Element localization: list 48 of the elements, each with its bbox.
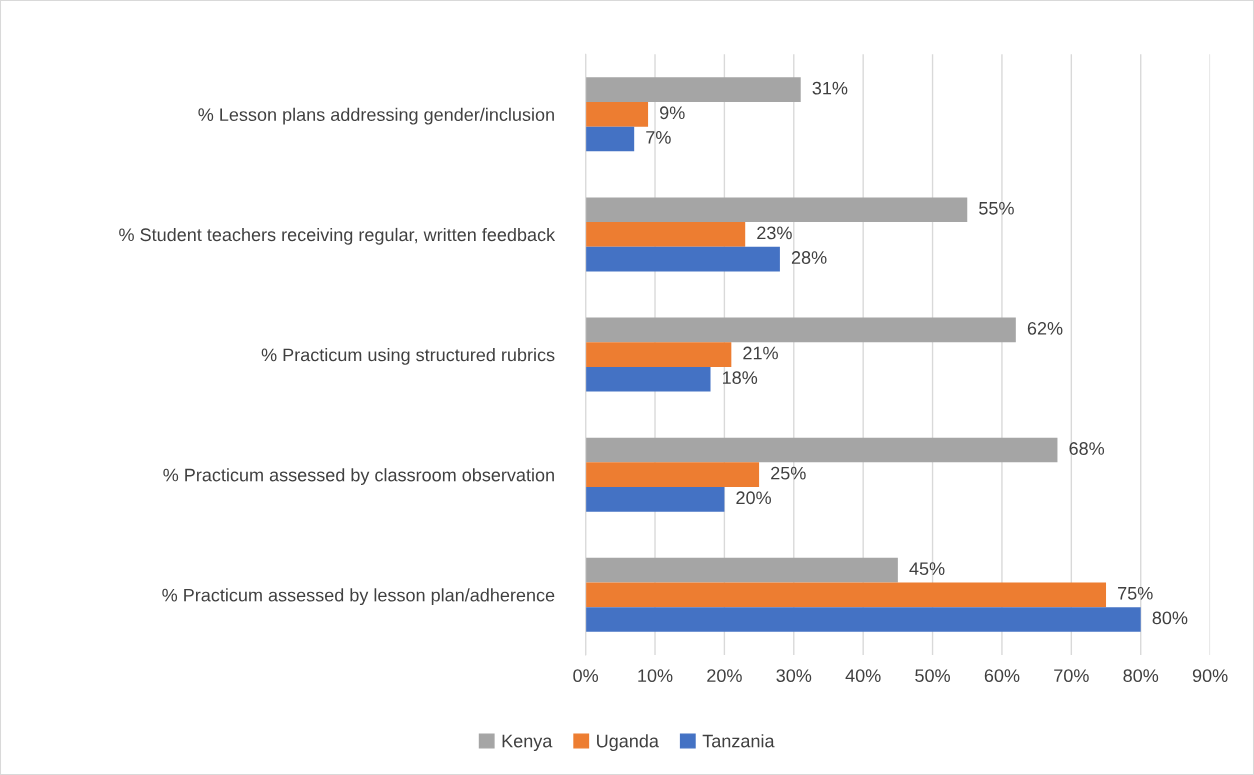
y-tick-label: % Practicum assessed by classroom observation: [163, 468, 554, 485]
x-tick-label: 80%: [1123, 669, 1159, 683]
data-label: 21%: [743, 346, 778, 360]
bar: [585, 197, 968, 223]
x-tick-label: 60%: [984, 669, 1020, 683]
data-label: 62%: [1027, 322, 1063, 335]
legend-label: Uganda: [597, 734, 659, 751]
y-tick-label: % Practicum using structured rubrics: [261, 348, 555, 365]
data-label: 80%: [1152, 611, 1188, 625]
x-tick-label: 50%: [915, 669, 950, 683]
x-tick-label: 70%: [1054, 669, 1089, 683]
data-label: 75%: [1118, 586, 1153, 600]
data-label: 28%: [791, 251, 827, 264]
bar: [585, 246, 780, 272]
bar: [585, 126, 635, 152]
bar: [585, 342, 732, 367]
bar: [585, 607, 1141, 632]
data-label: 55%: [979, 201, 1014, 215]
x-tick-label: 30%: [776, 669, 812, 683]
y-tick-label: % Practicum assessed by lesson plan/adherence: [162, 588, 555, 606]
legend-label: Kenya: [502, 734, 553, 751]
data-label: 25%: [771, 466, 806, 480]
x-tick-label: 90%: [1192, 669, 1228, 683]
legend-label: Tanzania: [702, 734, 775, 748]
bar: [585, 487, 725, 512]
y-tick-label: % Lesson plans addressing gender/inclusion: [198, 107, 554, 125]
bar: [585, 366, 711, 392]
data-label: 23%: [757, 226, 792, 240]
x-tick-label: 20%: [707, 669, 742, 683]
x-tick-label: 0%: [573, 669, 599, 683]
data-label: 20%: [736, 491, 771, 505]
bar: [585, 222, 746, 247]
data-label: 45%: [909, 562, 945, 576]
data-label: 7%: [646, 131, 671, 144]
data-label: 31%: [812, 81, 848, 95]
x-tick-label: 10%: [638, 669, 673, 683]
bar: [585, 437, 1058, 463]
y-tick-label: % Student teachers receiving regular, written feedback: [119, 227, 556, 245]
data-label: 68%: [1069, 442, 1105, 455]
bar: [585, 462, 760, 487]
data-label: 9%: [660, 106, 685, 120]
x-tick-label: 40%: [845, 669, 881, 683]
bar: [585, 77, 801, 102]
data-label: 18%: [723, 371, 758, 385]
bar: [585, 102, 649, 127]
bar: [585, 582, 1107, 608]
bar: [585, 557, 898, 583]
bar: [585, 317, 1016, 343]
